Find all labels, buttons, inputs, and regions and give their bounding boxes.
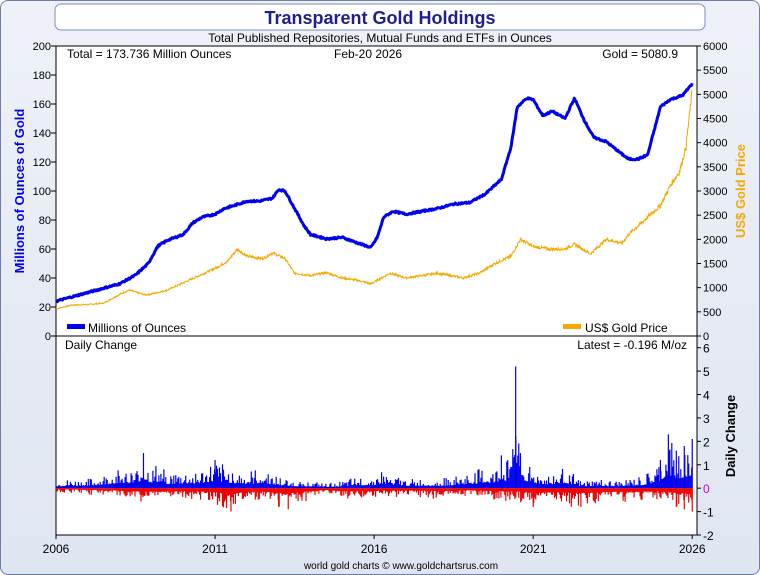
- daily-change-tick-label: 3: [703, 412, 710, 426]
- daily-change-tick-label: 1: [703, 459, 710, 473]
- total-readout: Total = 173.736 Million Ounces: [67, 47, 231, 61]
- date-readout: Feb-20 2026: [334, 47, 402, 61]
- legend-gold-label: US$ Gold Price: [585, 321, 668, 335]
- holdings-line: [55, 82, 694, 304]
- right-tick-label: 6000: [703, 41, 727, 53]
- plot-area: [55, 45, 698, 536]
- daily-change-panel: [55, 366, 693, 512]
- right-axis-title: US$ Gold Price: [733, 144, 748, 238]
- right-tick-label: 500: [703, 307, 721, 319]
- left-tick-label: 80: [39, 215, 51, 227]
- left-tick-label: 40: [39, 273, 51, 285]
- gold-price-line: [55, 88, 693, 310]
- right-tick-label: 2000: [703, 234, 727, 246]
- daily-change-title: Daily Change: [65, 338, 137, 352]
- right-tick-label: 1000: [703, 283, 727, 295]
- legend-holdings-swatch: [67, 324, 85, 329]
- legend-holdings-label: Millions of Ounces: [88, 321, 186, 335]
- x-tick-label: 2016: [361, 542, 388, 556]
- daily-change-tick-label: -1: [703, 506, 714, 520]
- daily-change-tick-label: 0: [703, 482, 710, 496]
- right-tick-label: 4500: [703, 114, 727, 126]
- daily-change-tick-label: 6: [703, 342, 710, 356]
- left-axis-title: Millions of Ounces of Gold: [12, 109, 27, 274]
- left-tick-label: 140: [33, 128, 51, 140]
- latest-change-readout: Latest = -0.196 M/oz: [577, 338, 687, 352]
- right-tick-label: 5000: [703, 89, 727, 101]
- axes-layer: 0204060801001201401601802000500100015002…: [33, 41, 728, 556]
- x-tick-label: 2026: [679, 542, 706, 556]
- left-tick-label: 100: [33, 186, 51, 198]
- chart-title: Transparent Gold Holdings: [264, 8, 495, 28]
- daily-change-tick-label: 4: [703, 389, 710, 403]
- right-tick-label: 5500: [703, 65, 727, 77]
- x-tick-label: 2021: [520, 542, 547, 556]
- left-tick-label: 120: [33, 157, 51, 169]
- right-tick-label: 2500: [703, 210, 727, 222]
- right-tick-label: 3000: [703, 186, 727, 198]
- right-tick-label: 3500: [703, 162, 727, 174]
- daily-change-axis-title: Daily Change: [723, 395, 738, 477]
- left-tick-label: 60: [39, 244, 51, 256]
- x-tick-label: 2011: [202, 542, 228, 556]
- legend-gold-swatch: [563, 324, 581, 329]
- right-tick-label: 1500: [703, 259, 727, 271]
- footer-credit: world gold charts © www.goldchartsrus.co…: [303, 561, 498, 572]
- x-tick-label: 2006: [43, 542, 70, 556]
- left-tick-label: 20: [39, 302, 51, 314]
- daily-change-tick-label: -2: [703, 529, 714, 543]
- left-tick-label: 180: [33, 70, 51, 82]
- daily-change-tick-label: 5: [703, 365, 710, 379]
- left-tick-label: 160: [33, 99, 51, 111]
- left-tick-label: 0: [45, 331, 51, 343]
- chart-subtitle: Total Published Repositories, Mutual Fun…: [208, 31, 552, 45]
- left-tick-label: 200: [33, 41, 51, 53]
- daily-change-tick-label: 2: [703, 435, 710, 449]
- holdings-panel: [55, 82, 694, 310]
- gold-price-readout: Gold = 5080.9: [602, 47, 678, 61]
- right-tick-label: 4000: [703, 138, 727, 150]
- title-banner: [54, 3, 706, 31]
- right-tick-label: 0: [703, 331, 709, 343]
